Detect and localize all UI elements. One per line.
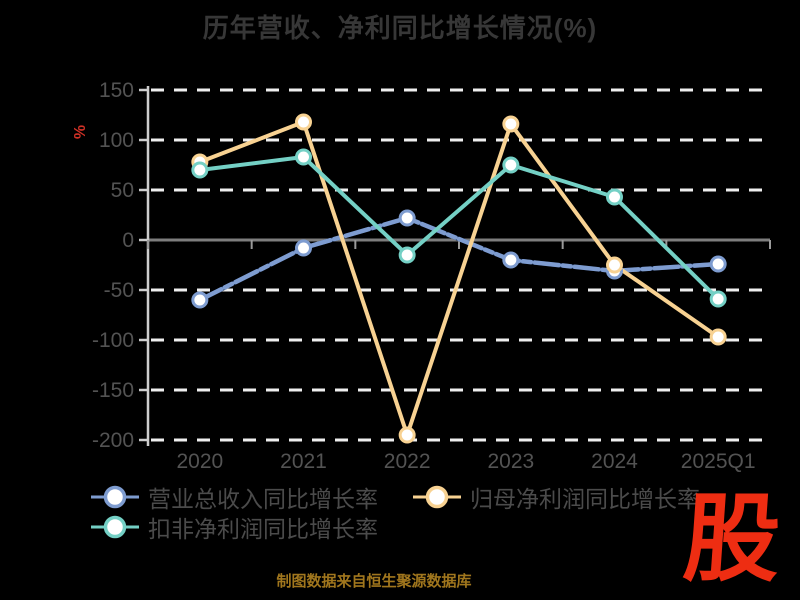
y-axis-tick-label: 150	[99, 79, 134, 102]
legend-row-2: 扣非净利润同比增长率	[90, 512, 378, 542]
x-axis-category-label: 2024	[591, 450, 638, 473]
y-axis-tick-label: -150	[92, 379, 134, 402]
y-axis-tick-label: 50	[111, 179, 134, 202]
legend-marker-non-recurring-icon	[91, 515, 139, 539]
series-line-dashed	[197, 215, 721, 303]
legend-item-revenue[interactable]: 营业总收入同比增长率	[90, 480, 378, 514]
y-axis-tick-label: -200	[92, 429, 134, 452]
data-point-marker	[295, 239, 312, 257]
data-point-marker	[295, 113, 312, 131]
x-axis-category-label: 2020	[176, 450, 223, 473]
x-axis-category-label: 2025Q1	[681, 450, 756, 473]
data-source-note: 制图数据来自恒生聚源数据库	[276, 573, 472, 590]
data-point-marker	[191, 161, 209, 179]
x-axis-category-label: 2023	[487, 450, 534, 473]
brand-logo: 股	[680, 486, 784, 593]
legend-marker-net-profit-icon	[413, 485, 461, 509]
data-point-marker	[398, 426, 416, 444]
data-point-marker	[398, 246, 416, 264]
data-point-marker	[606, 256, 623, 274]
y-axis-tick-label: -50	[104, 279, 134, 302]
y-axis-tick-label: -100	[92, 329, 134, 352]
y-axis-unit-label: %	[72, 125, 89, 139]
series-line	[199, 155, 720, 301]
data-point-marker	[709, 290, 727, 308]
data-point-marker	[606, 188, 623, 206]
series-line	[199, 120, 720, 437]
legend-item-net-profit[interactable]: 归母净利润同比增长率	[412, 480, 700, 514]
chart-title: 历年营收、净利同比增长情况(%)	[202, 13, 598, 43]
data-point-marker	[398, 209, 416, 227]
data-point-marker	[295, 148, 312, 166]
data-point-marker	[502, 156, 520, 174]
y-axis-tick-label: 100	[99, 129, 134, 152]
legend-label-revenue: 营业总收入同比增长率	[148, 486, 378, 512]
legend-label-net-profit: 归母净利润同比增长率	[470, 486, 700, 512]
legend-item-non-recurring[interactable]: 扣非净利润同比增长率	[90, 510, 378, 544]
x-axis-category-label: 2022	[384, 450, 431, 473]
data-point-marker	[502, 251, 520, 269]
legend-marker-revenue-icon	[91, 485, 139, 509]
legend-row-1: 营业总收入同比增长率 归母净利润同比增长率	[90, 482, 700, 512]
data-point-marker	[709, 255, 727, 273]
x-axis-category-label: 2021	[280, 450, 327, 473]
legend-label-non-recurring: 扣非净利润同比增长率	[148, 516, 378, 542]
data-point-marker	[709, 328, 727, 346]
y-axis-tick-label: 0	[122, 229, 134, 252]
data-point-marker	[502, 115, 520, 133]
data-point-marker	[191, 291, 209, 309]
